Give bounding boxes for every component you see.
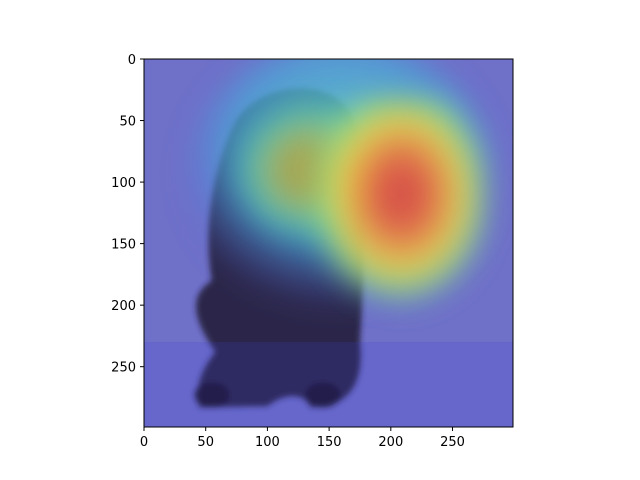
plot-frame (143, 58, 514, 428)
y-tick-label: 250 (111, 361, 136, 376)
heat-blob-hot (314, 99, 488, 310)
x-tick-label: 50 (197, 435, 214, 450)
y-tick-label: 0 (128, 53, 136, 68)
x-tick-label: 0 (140, 435, 148, 450)
dog-front-paw (305, 382, 341, 408)
y-tick-label: 50 (119, 115, 136, 130)
x-tick-label: 250 (440, 435, 465, 450)
y-tick-label: 100 (111, 176, 136, 191)
y-tick-label: 200 (111, 299, 136, 314)
y-axis: 0 50 100 150 200 250 (111, 53, 144, 376)
plot-area (144, 59, 513, 427)
x-tick-label: 200 (378, 435, 403, 450)
heatmap-overlay (144, 59, 513, 427)
y-tick-label: 150 (111, 238, 136, 253)
x-tick-label: 150 (317, 435, 342, 450)
dog-front-paw (194, 382, 230, 408)
x-axis: 0 50 100 150 200 250 (140, 427, 465, 450)
x-tick-label: 100 (255, 435, 280, 450)
heat-cold-lower (144, 342, 513, 427)
